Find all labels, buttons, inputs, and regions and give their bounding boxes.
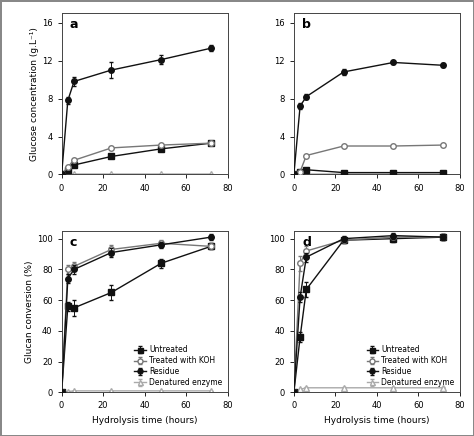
Y-axis label: Glucan conversion (%): Glucan conversion (%)	[25, 260, 34, 363]
Text: b: b	[302, 18, 311, 31]
Y-axis label: Glucose concentration (g.L⁻¹): Glucose concentration (g.L⁻¹)	[30, 27, 39, 161]
Legend: Untreated, Treated with KOH, Residue, Denatured enzyme: Untreated, Treated with KOH, Residue, De…	[133, 344, 224, 388]
Text: a: a	[70, 18, 78, 31]
Text: d: d	[302, 236, 311, 249]
Text: c: c	[70, 236, 77, 249]
X-axis label: Hydrolysis time (hours): Hydrolysis time (hours)	[92, 416, 197, 425]
X-axis label: Hydrolysis time (hours): Hydrolysis time (hours)	[324, 416, 429, 425]
Legend: Untreated, Treated with KOH, Residue, Denatured enzyme: Untreated, Treated with KOH, Residue, De…	[365, 344, 456, 388]
